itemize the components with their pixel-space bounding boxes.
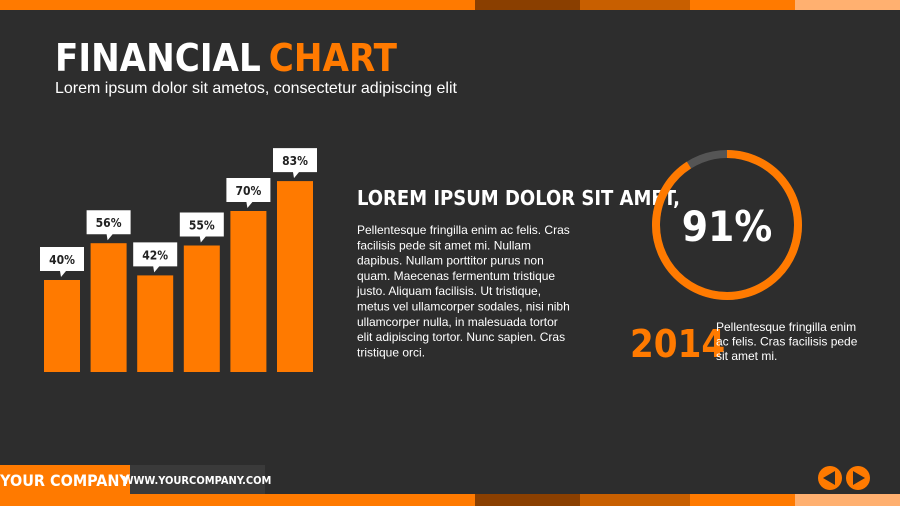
label-box [86,210,131,241]
year: 2014 [630,322,725,366]
prev-button[interactable] [818,466,842,490]
subtitle: Lorem ipsum dolor sit ametos, consectetu… [55,80,458,97]
text-line: sit amet mi. [716,349,777,363]
next-button[interactable] [846,466,870,490]
text-line: dapibus. Nullam porttitor purus non [357,254,544,268]
value-label: 56% [96,216,122,230]
title-accent: CHART [269,36,398,80]
text-line: Pellentesque fringilla enim [716,320,856,334]
text-line: tristique orci. [357,345,425,359]
charts: 40% 56% 42% 55% 70% 83% 91% [40,148,802,372]
text-line: ac felis. Cras facilisis pede [716,335,858,349]
top-stripe [0,0,900,10]
donut-label: 91% [682,202,772,251]
bar [230,211,267,372]
donut-arc [652,150,802,300]
company: YOUR COMPANY [0,471,130,490]
text-line: Pellentesque fringilla enim ac felis. Cr… [357,223,570,237]
bar [183,245,220,372]
bar [44,280,80,372]
value-label: 55% [189,219,215,233]
body-heading: LOREM IPSUM DOLOR SIT AMET, [357,186,680,210]
value-label: 40% [49,253,75,267]
text-line: facilisis pede sit amet mi. Nullam [357,238,531,252]
bar [90,243,127,372]
label-box [133,242,178,273]
value-label: 83% [282,154,308,168]
bar [137,275,174,372]
title: FINANCIAL CHART [55,36,398,80]
bar [277,181,313,372]
text-line: metus vel ullamcorper sodales, nisi nibh [357,300,570,314]
text-line: justo. Aliquam facilisis. Ut tristique, [356,284,541,298]
title-main: FINANCIAL [55,36,261,80]
url[interactable]: WWW.YOURCOMPANY.COM [123,474,272,487]
text-line: ullamcorper nulla, in malesuada tortor [357,315,558,329]
label-box [273,148,317,179]
label-box [226,178,271,208]
bottom-stripe [0,494,900,506]
value-label: 70% [235,184,261,198]
label-box [179,212,224,243]
label-box [40,247,84,277]
company-box [0,465,130,494]
url-box [130,465,265,494]
value-label: 42% [142,248,168,262]
text-line: elit adipiscing tortor. Nunc sapien. Cra… [357,330,565,344]
body-text: Pellentesque fringilla enim ac felis. Cr… [356,223,570,359]
text-line: quam. Maecenas fermentum tristique [357,269,555,283]
